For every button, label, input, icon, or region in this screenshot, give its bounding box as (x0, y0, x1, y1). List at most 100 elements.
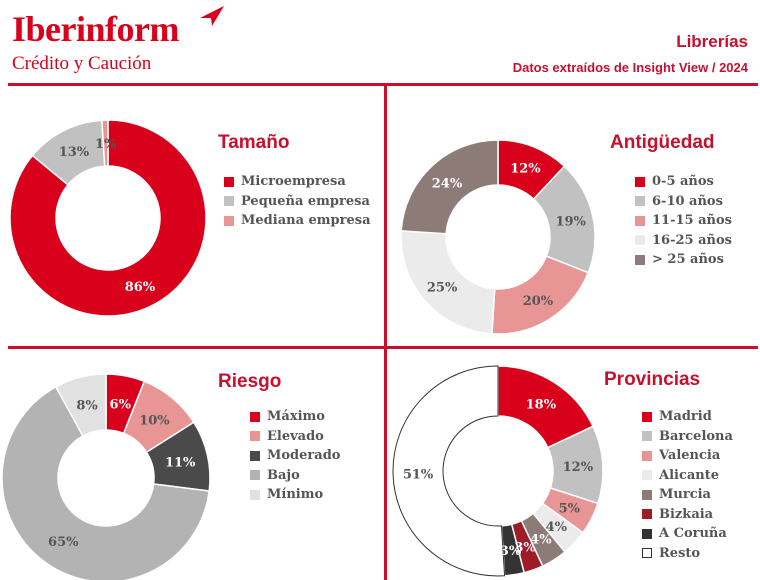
chart-title-provincias: Provincias (604, 369, 701, 390)
legend-tamano: Microempresa Pequeña empresa Mediana empre… (224, 172, 371, 231)
legend-provincias: Madrid Barcelona Valencia Alicante Murcia Biz… (642, 407, 733, 563)
legend-label: 0-5 años (652, 174, 714, 190)
panel-tamano: 86% 13% 1% Tamaño Microempresa Pequeña empr… (0, 86, 380, 344)
brand-logo: Iberinform (12, 9, 179, 49)
provincias-legend-item-barcelona: Barcelona (642, 427, 733, 447)
legend-swatch (224, 176, 234, 187)
legend-label: Bizkaia (659, 506, 714, 522)
provincias-slice-resto (392, 365, 506, 577)
tamano-label-mediana-empresa: 1% (95, 137, 117, 152)
legend-swatch (635, 196, 645, 207)
chart-title-antiguedad: Antigüedad (610, 132, 715, 153)
legend-label: Barcelona (659, 428, 733, 444)
legend-swatch (224, 196, 234, 207)
antiguedad-legend-item-0-5-anos: 0-5 años (635, 172, 732, 192)
provincias-label-bizkaia: 3% (514, 540, 536, 555)
legend-label: > 25 años (652, 252, 724, 268)
provincias-label-resto: 51% (403, 468, 434, 483)
provincias-label-murcia: 4% (530, 533, 552, 548)
legend-label: Pequeña empresa (241, 193, 370, 209)
legend-swatch (642, 528, 652, 539)
legend-swatch (635, 215, 645, 226)
provincias-label-barcelona: 12% (563, 460, 594, 475)
provincias-label-madrid: 18% (526, 397, 557, 412)
chart-title-riesgo: Riesgo (218, 371, 282, 392)
legend-label: A Coruña (659, 526, 727, 542)
tamano-slice-mediana-empresa (101, 119, 109, 167)
legend-swatch (635, 176, 645, 187)
antiguedad-legend-item-6-10-anos: 6-10 años (635, 192, 732, 212)
legend-swatch (635, 254, 645, 265)
provincias-legend-item-valencia: Valencia (642, 446, 733, 466)
antiguedad-legend-item-16-25-anos: 16-25 años (635, 231, 732, 251)
riesgo-legend-item-bajo: Bajo (250, 466, 340, 486)
provincias-legend-item-madrid: Madrid (642, 407, 733, 427)
riesgo-label-bajo: 65% (48, 535, 79, 550)
legend-label: Alicante (659, 467, 720, 483)
panel-riesgo: 6% 10% 11% 65% 8% Riesgo Máximo Elevado Modera… (0, 349, 380, 580)
panel-antiguedad: 12% 19% 20% 25% 24% Antigüedad 0-5 años 6-10 … (387, 86, 760, 344)
legend-label: 11-15 años (652, 213, 732, 229)
legend-swatch (642, 411, 652, 422)
tamano-legend-item-pequena-empresa: Pequeña empresa (224, 192, 371, 212)
riesgo-label-minimo: 8% (76, 398, 98, 413)
legend-label: Madrid (659, 409, 712, 425)
legend-swatch (642, 470, 652, 481)
riesgo-label-moderado: 11% (165, 455, 196, 470)
legend-label: Valencia (659, 448, 721, 464)
legend-label: Mediana empresa (241, 213, 371, 229)
legend-swatch (250, 450, 260, 461)
tamano-slice-microempresa (9, 119, 207, 317)
riesgo-legend-item-maximo: Máximo (250, 407, 340, 427)
provincias-label-valencia: 5% (559, 501, 581, 516)
legend-swatch (642, 489, 652, 500)
antiguedad-label-16-25-anos: 25% (427, 280, 458, 295)
antiguedad-label-25-anos: 24% (432, 177, 463, 192)
antiguedad-label-11-15-anos: 20% (523, 294, 554, 309)
chart-title-tamano: Tamaño (218, 132, 290, 153)
legend-label: Máximo (267, 409, 325, 425)
chart-tamano: 86% 13% 1% (9, 119, 207, 317)
riesgo-label-maximo: 6% (110, 397, 132, 412)
chart-antiguedad: 12% 19% 20% 25% 24% (400, 139, 596, 335)
riesgo-slice-minimo (54, 373, 107, 437)
chart-provincias: 18%12%5%4%4%3%3%51% (392, 365, 604, 577)
provincias-legend-item-murcia: Murcia (642, 485, 733, 505)
tamano-label-microempresa: 86% (125, 280, 156, 295)
legend-label: Murcia (659, 487, 711, 503)
legend-swatch (642, 509, 652, 520)
riesgo-legend-item-elevado: Elevado (250, 427, 340, 447)
legend-swatch (635, 235, 645, 246)
legend-swatch (642, 450, 652, 461)
antiguedad-label-0-5-anos: 12% (510, 162, 541, 177)
middle-divider (8, 346, 758, 349)
antiguedad-slice-16-25-anos (400, 230, 496, 335)
legend-label: Moderado (267, 448, 341, 464)
legend-label: Elevado (267, 428, 324, 444)
legend-swatch (642, 431, 652, 442)
antiguedad-label-6-10-anos: 19% (555, 215, 586, 230)
legend-label: Bajo (267, 467, 300, 483)
legend-swatch (250, 470, 260, 481)
provincias-legend-item-a-coruna: A Coruña (642, 524, 733, 544)
page-subtitle: Datos extraídos de Insight View / 2024 (512, 60, 748, 75)
legend-swatch (250, 489, 260, 500)
legend-label: Mínimo (267, 487, 324, 503)
riesgo-legend-item-minimo: Mínimo (250, 485, 340, 505)
riesgo-legend-item-moderado: Moderado (250, 446, 340, 466)
legend-label: Microempresa (241, 174, 346, 190)
antiguedad-slice-25-anos (400, 139, 499, 235)
legend-antiguedad: 0-5 años 6-10 años 11-15 años 16-25 años > 2… (635, 172, 732, 270)
center-divider (384, 83, 387, 580)
page-title: Librerías (676, 32, 748, 51)
legend-swatch (224, 215, 234, 226)
legend-label: Resto (659, 545, 701, 561)
legend-swatch (642, 548, 652, 559)
legend-swatch (250, 431, 260, 442)
tamano-legend-item-mediana-empresa: Mediana empresa (224, 211, 371, 231)
brand-tagline: Crédito y Caución (12, 53, 152, 74)
chart-riesgo: 6% 10% 11% 65% 8% (1, 373, 211, 580)
provincias-legend-item-resto: Resto (642, 544, 733, 564)
riesgo-label-elevado: 10% (139, 413, 170, 428)
legend-label: 6-10 años (652, 193, 723, 209)
